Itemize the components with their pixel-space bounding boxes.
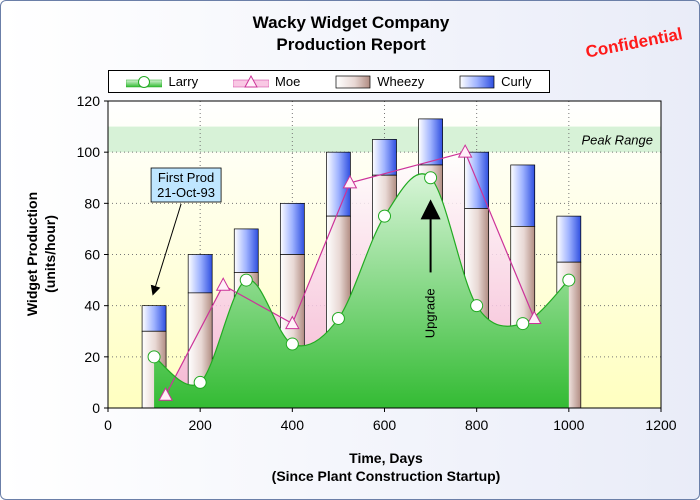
- y-tick-label: 0: [92, 400, 100, 416]
- chart-title: Wacky Widget Company: [252, 13, 450, 32]
- x-tick-label: 1000: [553, 417, 584, 433]
- first-prod-arrow: [150, 203, 182, 296]
- x-tick-label: 400: [281, 417, 305, 433]
- larry-point: [331, 311, 345, 325]
- y-axis-sublabel: (units/hour): [42, 215, 58, 293]
- curly-bar: [279, 202, 305, 255]
- x-axis-sublabel: (Since Plant Construction Startup): [271, 468, 501, 484]
- curly-bar: [187, 254, 213, 294]
- first-prod-note-box: [150, 167, 222, 203]
- upgrade-label: Upgrade: [423, 288, 438, 338]
- curly-bar: [556, 215, 582, 263]
- larry-swatch-icon: [126, 75, 163, 88]
- larry-area-layer: [154, 173, 569, 408]
- x-tick-label: 800: [465, 417, 489, 433]
- y-tick-label: 120: [77, 93, 101, 109]
- larry-point: [424, 171, 438, 185]
- legend-label-moe: Moe: [275, 74, 301, 89]
- y-axis-title: Widget Production (units/hour): [23, 149, 59, 359]
- legend-label-curly: Curly: [501, 74, 532, 89]
- larry-point: [470, 299, 484, 313]
- moe-point: [284, 315, 300, 330]
- larry-line-layer: [153, 173, 570, 386]
- moe-point: [158, 387, 173, 401]
- legend-label-larry: Larry: [168, 74, 199, 89]
- larry-point: [516, 317, 530, 331]
- larry-point: [239, 273, 253, 287]
- moe-line: [165, 151, 535, 396]
- y-tick-label: 80: [84, 195, 100, 211]
- x-tick-label: 0: [104, 417, 112, 433]
- larry-point: [147, 350, 161, 364]
- x-axis-title: Time, Days (Since Plant Construction Sta…: [101, 449, 671, 485]
- curly-bar: [372, 139, 397, 176]
- moe-swatch-icon: [233, 74, 270, 87]
- larry-point: [285, 337, 299, 351]
- x-tick-label: 600: [373, 417, 397, 433]
- ticks-layer: 0 200 400 600 800 1000 1200 0 20 40 60 80 100 120: [77, 93, 677, 433]
- first-prod-note-text: First Prod: [158, 170, 214, 185]
- y-tick-label: 20: [84, 349, 100, 365]
- curly-bar: [141, 305, 167, 332]
- x-tick-label: 200: [188, 417, 212, 433]
- larry-area: [154, 173, 569, 408]
- peak-band-label: Peak Range: [581, 132, 653, 147]
- curly-bar: [418, 118, 443, 166]
- chart-subtitle: Production Report: [276, 35, 426, 54]
- legend-item-larry: Larry: [126, 74, 198, 89]
- x-axis-label: Time, Days: [349, 450, 423, 466]
- legend-item-curly: Curly: [459, 74, 532, 89]
- curly-bar: [510, 164, 536, 227]
- markers-layer: [147, 144, 576, 401]
- moe-point: [215, 277, 231, 291]
- larry-line: [153, 173, 570, 386]
- y-axis-label: Widget Production: [24, 191, 40, 317]
- curly-bar: [233, 228, 259, 273]
- moe-point: [457, 144, 473, 158]
- x-tick-label: 1200: [645, 417, 676, 433]
- legend: Larry Moe Wheezy Curly: [108, 70, 550, 93]
- y-tick-label: 100: [77, 144, 101, 160]
- moe-line-layer: [165, 151, 535, 396]
- legend-item-wheezy: Wheezy: [335, 74, 424, 89]
- curly-swatch-icon: [459, 75, 495, 88]
- plot-border: [107, 100, 662, 409]
- legend-label-wheezy: Wheezy: [377, 74, 425, 89]
- larry-point: [378, 209, 391, 223]
- moe-point: [526, 310, 542, 324]
- larry-point: [193, 375, 207, 389]
- legend-item-moe: Moe: [233, 74, 300, 89]
- y-tick-label: 40: [84, 298, 100, 314]
- larry-point: [562, 273, 576, 287]
- wheezy-swatch-icon: [335, 75, 371, 88]
- y-tick-label: 60: [84, 247, 100, 263]
- first-prod-note-text: 21-Oct-93: [157, 185, 215, 200]
- moe-point: [342, 174, 358, 189]
